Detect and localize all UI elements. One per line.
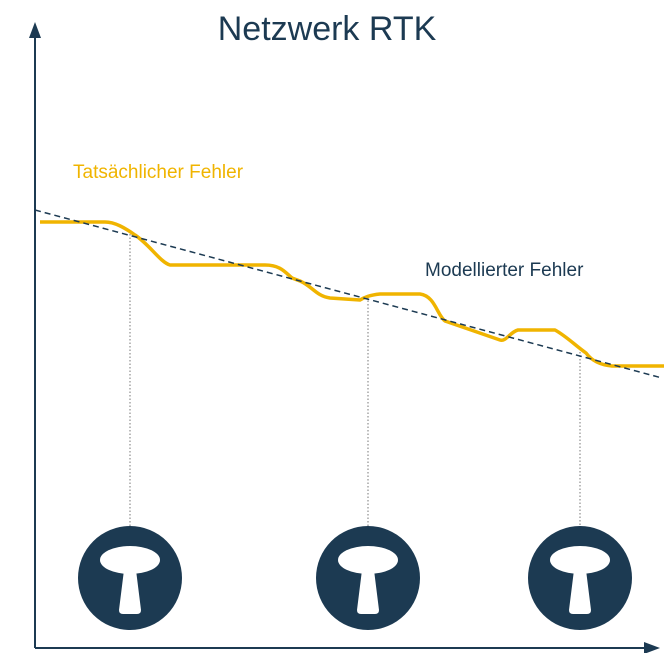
reference-station — [528, 526, 632, 630]
reference-station — [78, 526, 182, 630]
modeled-error-label: Modellierter Fehler — [425, 260, 584, 281]
title: Netzwerk RTK — [218, 10, 437, 48]
actual-error-curve — [40, 220, 664, 368]
actual-error-label: Tatsächlicher Fehler — [73, 162, 244, 183]
modeled-error-line — [34, 209, 663, 379]
reference-station — [316, 526, 420, 630]
y-axis-arrow — [29, 22, 41, 38]
x-axis-arrow — [644, 642, 660, 653]
